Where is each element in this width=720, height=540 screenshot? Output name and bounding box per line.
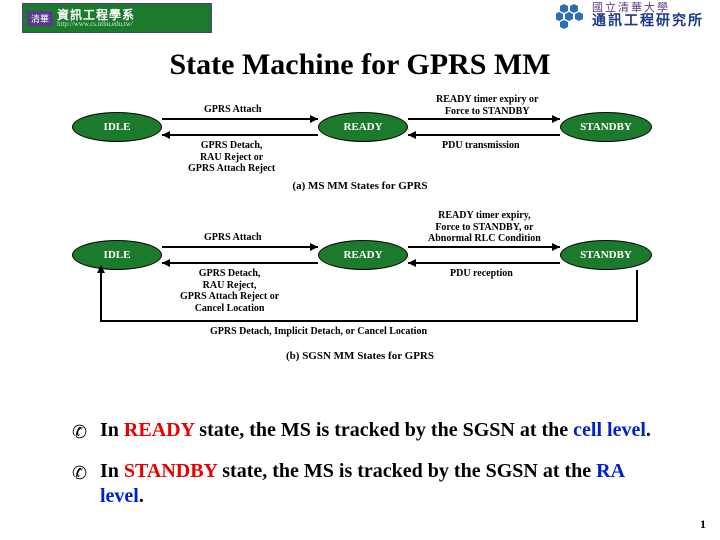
left-logo-zh: 資訊工程學系 bbox=[57, 9, 135, 21]
arrow bbox=[162, 118, 318, 120]
state-node-standby: STANDBY bbox=[560, 112, 652, 142]
arrow-label: READY timer expiry or Force to STANDBY bbox=[436, 94, 538, 117]
arrow-head bbox=[310, 243, 318, 251]
right-logo: 國立清華大學 通訊工程研究所 bbox=[556, 2, 704, 30]
arrow-head bbox=[162, 259, 170, 267]
arrow bbox=[408, 246, 560, 248]
arrow-label: READY timer expiry, Force to STANDBY, or… bbox=[428, 210, 541, 245]
left-logo-url: http://www.cs.nthu.edu.tw/ bbox=[57, 21, 135, 28]
bullet-item: ✆In READY state, the MS is tracked by th… bbox=[72, 418, 672, 443]
bullet-list: ✆In READY state, the MS is tracked by th… bbox=[72, 418, 672, 525]
bullet-item: ✆In STANDBY state, the MS is tracked by … bbox=[72, 459, 672, 509]
arrow bbox=[162, 246, 318, 248]
arrow-head bbox=[408, 259, 416, 267]
phone-icon: ✆ bbox=[72, 421, 87, 444]
arrow-head bbox=[162, 131, 170, 139]
page-number: 1 bbox=[700, 517, 706, 532]
back-arrow-label: GPRS Detach, Implicit Detach, or Cancel … bbox=[210, 326, 427, 338]
back-arrow-seg bbox=[636, 270, 638, 320]
diagram-ms-mm: IDLE READY STANDBY GPRS Attach GPRS Detach, … bbox=[0, 98, 720, 196]
arrow bbox=[408, 134, 560, 136]
arrow-head bbox=[310, 115, 318, 123]
arrow-label: GPRS Detach, RAU Reject or GPRS Attach R… bbox=[188, 140, 275, 175]
right-logo-l1: 國立清華大學 bbox=[592, 2, 704, 14]
arrow bbox=[162, 262, 318, 264]
back-arrow-seg bbox=[100, 270, 102, 320]
page-title: State Machine for GPRS MM bbox=[0, 48, 720, 82]
arrow bbox=[408, 118, 560, 120]
arrow-label: GPRS Attach bbox=[204, 232, 262, 244]
state-node-ready: READY bbox=[318, 240, 408, 270]
diagram-caption: (a) MS MM States for GPRS bbox=[0, 180, 720, 192]
arrow bbox=[162, 134, 318, 136]
arrow-label: PDU reception bbox=[450, 268, 513, 280]
state-node-ready: READY bbox=[318, 112, 408, 142]
left-logo: 清華 資訊工程學系 http://www.cs.nthu.edu.tw/ bbox=[22, 3, 212, 33]
left-logo-tag: 清華 bbox=[27, 11, 53, 26]
diagram-caption: (b) SGSN MM States for GPRS bbox=[0, 350, 720, 362]
back-arrow-seg bbox=[100, 320, 638, 322]
state-node-idle: IDLE bbox=[72, 240, 162, 270]
arrow bbox=[408, 262, 560, 264]
arrow-head bbox=[552, 243, 560, 251]
state-node-idle: IDLE bbox=[72, 112, 162, 142]
hex-icon bbox=[556, 2, 586, 30]
diagram-sgsn-mm: IDLE READY STANDBY GPRS Attach GPRS Detach, … bbox=[0, 210, 720, 370]
right-logo-l2: 通訊工程研究所 bbox=[592, 14, 704, 29]
arrow-head bbox=[408, 131, 416, 139]
arrow-label: PDU transmission bbox=[442, 140, 520, 152]
arrow-label: GPRS Attach bbox=[204, 104, 262, 116]
arrow-head bbox=[552, 115, 560, 123]
state-node-standby: STANDBY bbox=[560, 240, 652, 270]
slide-header: 清華 資訊工程學系 http://www.cs.nthu.edu.tw/ 國立清… bbox=[0, 0, 720, 36]
phone-icon: ✆ bbox=[72, 462, 87, 485]
back-arrow-seg bbox=[97, 265, 105, 273]
arrow-label: GPRS Detach, RAU Reject, GPRS Attach Rej… bbox=[180, 268, 279, 314]
